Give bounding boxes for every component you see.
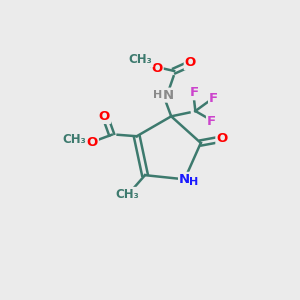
Text: N: N bbox=[179, 173, 190, 186]
Text: F: F bbox=[207, 115, 216, 128]
Text: CH₃: CH₃ bbox=[116, 188, 139, 201]
Text: H: H bbox=[153, 90, 162, 100]
Text: O: O bbox=[87, 136, 98, 148]
Text: O: O bbox=[99, 110, 110, 123]
Text: O: O bbox=[152, 61, 163, 74]
Text: O: O bbox=[185, 56, 196, 69]
Text: F: F bbox=[189, 86, 198, 99]
Text: H: H bbox=[189, 177, 199, 187]
Text: O: O bbox=[216, 132, 228, 145]
Text: N: N bbox=[163, 88, 174, 102]
Text: CH₃: CH₃ bbox=[62, 133, 86, 146]
Text: CH₃: CH₃ bbox=[129, 53, 152, 66]
Text: F: F bbox=[209, 92, 218, 105]
